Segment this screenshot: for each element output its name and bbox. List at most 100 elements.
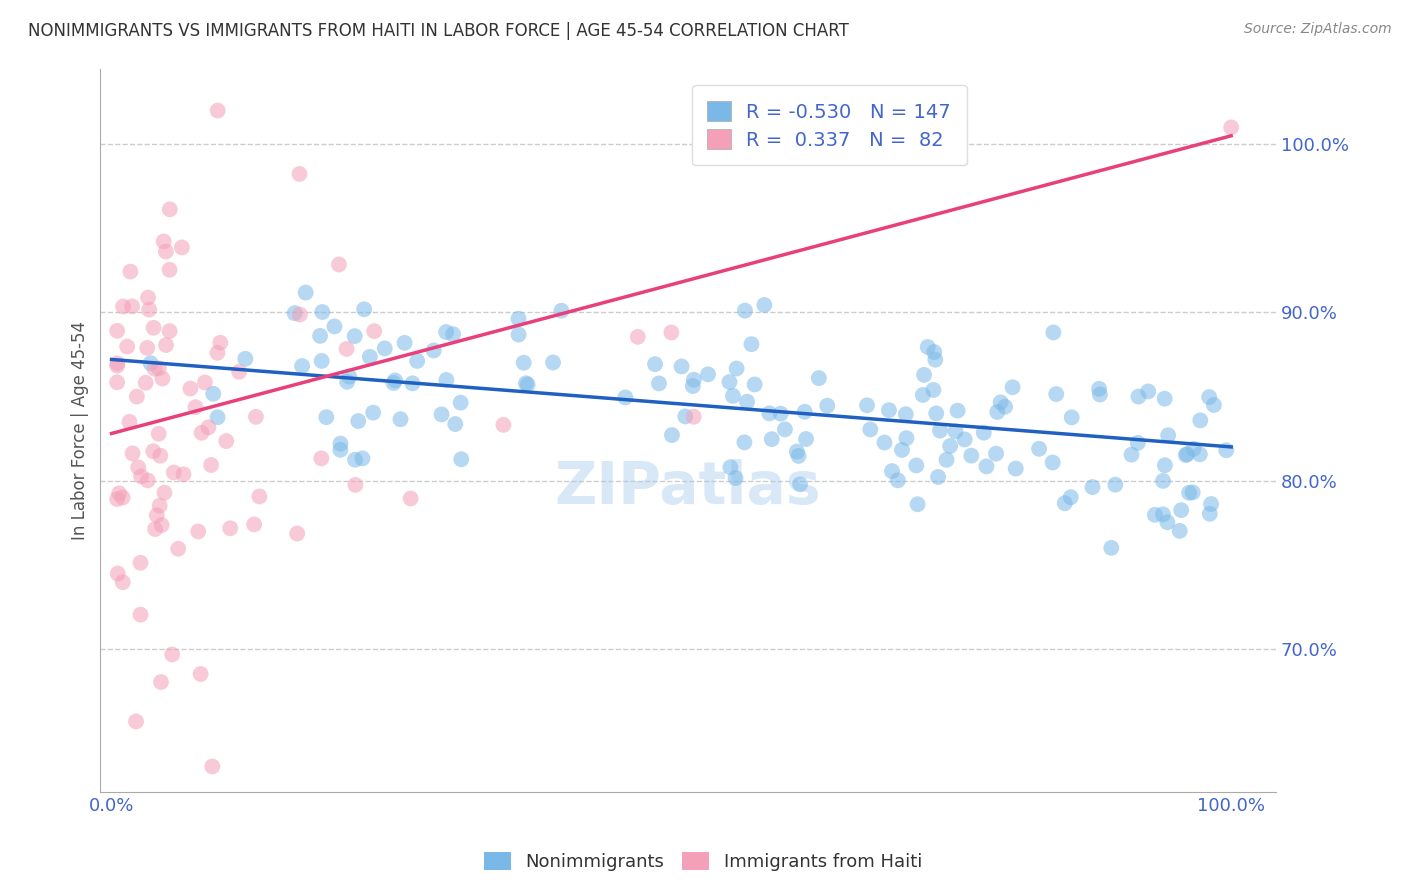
Point <box>125 714 148 729</box>
Point <box>1053 496 1076 510</box>
Point <box>399 491 422 506</box>
Point <box>359 350 381 364</box>
Point <box>515 376 537 391</box>
Point <box>315 410 337 425</box>
Point <box>896 431 918 445</box>
Point <box>1042 326 1064 340</box>
Point <box>1181 485 1204 500</box>
Point <box>347 414 370 428</box>
Point <box>1060 410 1083 425</box>
Point <box>194 376 217 390</box>
Point <box>659 326 682 340</box>
Point <box>121 299 143 313</box>
Point <box>1126 436 1149 450</box>
Point <box>142 444 165 458</box>
Point <box>644 357 666 371</box>
Point <box>207 103 229 118</box>
Point <box>815 399 838 413</box>
Point <box>150 518 173 533</box>
Point <box>905 458 928 473</box>
Point <box>682 379 704 393</box>
Point <box>159 202 181 217</box>
Point <box>550 303 572 318</box>
Point <box>384 373 406 387</box>
Point <box>492 417 515 432</box>
Point <box>329 442 352 457</box>
Point <box>107 356 129 370</box>
Point <box>1004 461 1026 475</box>
Point <box>1060 490 1083 504</box>
Point <box>1157 428 1180 442</box>
Point <box>769 407 792 421</box>
Point <box>115 340 138 354</box>
Point <box>807 371 830 385</box>
Point <box>143 522 166 536</box>
Point <box>344 452 367 467</box>
Point <box>1198 507 1220 521</box>
Point <box>1182 442 1205 456</box>
Point <box>202 386 225 401</box>
Point <box>787 449 810 463</box>
Point <box>856 398 879 412</box>
Point <box>1104 477 1126 491</box>
Point <box>907 497 929 511</box>
Point <box>288 308 311 322</box>
Point <box>159 324 181 338</box>
Legend: Nonimmigrants, Immigrants from Haiti: Nonimmigrants, Immigrants from Haiti <box>477 845 929 879</box>
Point <box>294 285 316 300</box>
Point <box>761 432 783 446</box>
Point <box>149 449 172 463</box>
Point <box>1174 448 1197 462</box>
Point <box>880 464 903 478</box>
Point <box>219 521 242 535</box>
Point <box>285 526 308 541</box>
Point <box>142 320 165 334</box>
Point <box>994 400 1017 414</box>
Point <box>233 351 256 366</box>
Point <box>744 377 766 392</box>
Point <box>990 395 1012 409</box>
Point <box>111 491 134 505</box>
Point <box>108 486 131 500</box>
Point <box>190 667 212 681</box>
Point <box>121 446 143 460</box>
Point <box>1121 448 1143 462</box>
Point <box>1220 120 1243 135</box>
Point <box>945 425 967 439</box>
Point <box>153 485 176 500</box>
Point <box>794 432 817 446</box>
Point <box>946 403 969 417</box>
Point <box>1170 503 1192 517</box>
Point <box>894 407 917 421</box>
Point <box>508 327 530 342</box>
Point <box>922 383 945 397</box>
Point <box>389 412 412 426</box>
Point <box>1088 382 1111 396</box>
Point <box>105 324 128 338</box>
Point <box>323 319 346 334</box>
Point <box>661 428 683 442</box>
Point <box>793 405 815 419</box>
Point <box>328 258 350 272</box>
Text: ZIPatlas: ZIPatlas <box>555 459 821 516</box>
Point <box>734 303 756 318</box>
Point <box>207 346 229 360</box>
Point <box>155 338 177 352</box>
Point <box>247 490 270 504</box>
Point <box>697 368 720 382</box>
Text: NONIMMIGRANTS VS IMMIGRANTS FROM HAITI IN LABOR FORCE | AGE 45-54 CORRELATION CH: NONIMMIGRANTS VS IMMIGRANTS FROM HAITI I… <box>28 22 849 40</box>
Point <box>873 435 896 450</box>
Point <box>754 298 776 312</box>
Point <box>187 524 209 539</box>
Point <box>541 355 564 369</box>
Y-axis label: In Labor Force | Age 45-54: In Labor Force | Age 45-54 <box>72 320 89 540</box>
Point <box>422 343 444 358</box>
Point <box>111 575 134 590</box>
Point <box>148 426 170 441</box>
Point <box>430 408 453 422</box>
Point <box>1143 508 1166 522</box>
Point <box>288 167 311 181</box>
Point <box>190 425 212 440</box>
Point <box>1081 480 1104 494</box>
Point <box>434 325 457 339</box>
